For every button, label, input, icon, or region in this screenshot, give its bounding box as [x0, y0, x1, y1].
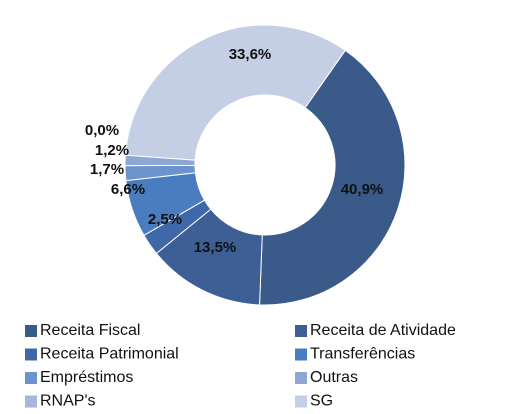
legend-swatch — [295, 395, 307, 408]
legend-swatch — [295, 348, 307, 361]
data-label: 2,5% — [148, 211, 182, 228]
legend-swatch — [25, 372, 37, 384]
data-label: 13,5% — [194, 239, 237, 256]
legend-label: Outras — [310, 369, 358, 386]
donut-slice — [259, 49, 406, 306]
legend-swatch — [295, 325, 307, 337]
legend-swatch — [295, 372, 307, 384]
legend-label: Empréstimos — [40, 369, 133, 386]
legend-label: SG — [310, 393, 333, 410]
data-label: 6,6% — [111, 181, 145, 198]
legend-label: RNAP's — [40, 393, 96, 410]
legend-swatch — [25, 325, 37, 337]
legend-label: Transferências — [310, 346, 415, 363]
donut-slice — [124, 24, 346, 161]
data-label: 1,2% — [95, 142, 129, 159]
data-label: 0,0% — [85, 122, 119, 139]
legend-label: Receita Fiscal — [40, 322, 140, 339]
legend-swatch — [25, 395, 37, 408]
data-label: 1,7% — [90, 161, 124, 178]
legend-label: Receita Patrimonial — [40, 346, 179, 363]
data-label: 33,6% — [229, 46, 272, 63]
data-label: 40,9% — [341, 181, 384, 198]
legend-label: Receita de Atividade — [310, 322, 456, 339]
legend-swatch — [25, 348, 37, 361]
